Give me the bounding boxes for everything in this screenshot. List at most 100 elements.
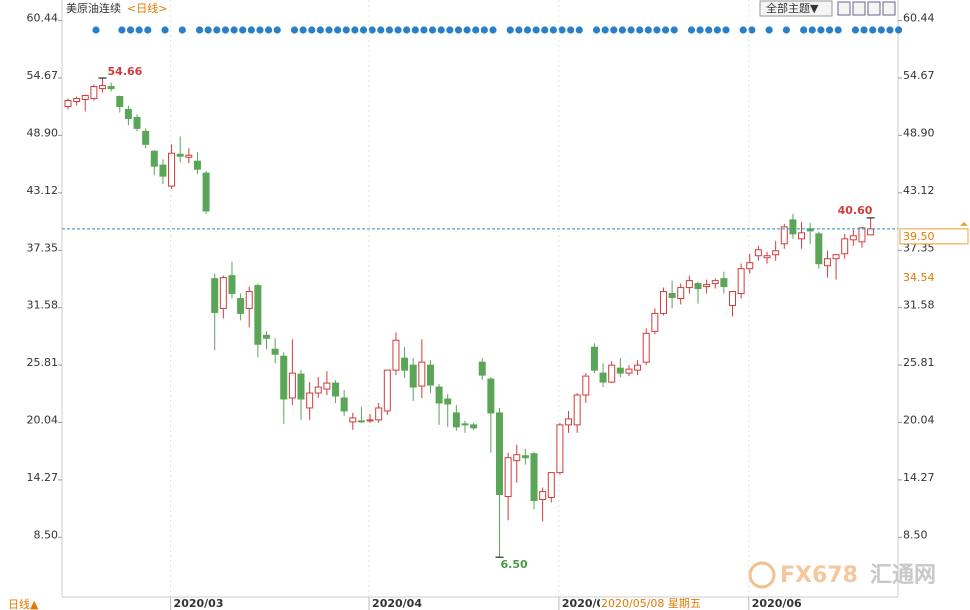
event-dot <box>825 26 834 34</box>
candle-body <box>478 361 486 376</box>
event-dot <box>515 26 523 34</box>
candle-body <box>470 424 478 429</box>
event-dot <box>506 26 514 34</box>
event-dot <box>687 26 696 34</box>
event-dot <box>748 26 756 34</box>
candle-body <box>737 268 745 295</box>
toolbar-button[interactable] <box>759 0 833 17</box>
period-label[interactable]: 日线▲ <box>8 597 39 610</box>
candle-body <box>142 130 150 145</box>
y-tick-label: 20.04 <box>27 413 59 426</box>
x-tick-label: 2020/05 <box>562 597 612 610</box>
candle-body <box>694 283 702 290</box>
candle-body <box>288 372 296 399</box>
event-dot <box>549 26 557 34</box>
event-dot <box>161 26 169 34</box>
event-dot <box>705 26 713 34</box>
toolbar-label[interactable]: 全部主题▼ <box>766 1 819 15</box>
candle-body <box>599 372 607 383</box>
candle-body <box>858 227 866 243</box>
event-dot <box>195 26 204 34</box>
event-dot <box>618 26 627 34</box>
candle-body <box>573 394 581 426</box>
candle-body <box>254 285 262 345</box>
event-dot <box>144 26 152 34</box>
candle-body <box>219 277 227 309</box>
candle-body <box>409 364 417 388</box>
price-arrow <box>960 221 968 226</box>
y-tick-label: 8.50 <box>34 528 59 541</box>
watermark-text: FX678 <box>780 563 858 588</box>
candle-body <box>392 339 400 371</box>
candle-body <box>565 418 573 426</box>
candle-body <box>237 298 245 314</box>
candle-body <box>262 334 270 339</box>
x-tick-label: 2020/04 <box>372 597 422 610</box>
y-tick-label: 60.44 <box>903 12 935 25</box>
candle-body <box>496 412 503 496</box>
candle-body <box>159 164 167 177</box>
x-tick-label: 2020/06 <box>752 597 802 610</box>
event-dot <box>644 26 652 34</box>
event-dot <box>627 26 635 34</box>
event-dot <box>92 26 100 34</box>
last-price-label: 39.50 <box>903 230 935 243</box>
icon-button[interactable] <box>867 1 881 16</box>
candle-body <box>383 369 391 412</box>
annotation-label: 54.66 <box>108 65 143 78</box>
candle-body <box>211 278 219 313</box>
annotation-label: 6.50 <box>501 558 528 571</box>
candle-body <box>504 457 512 498</box>
annotation-label: 40.60 <box>838 204 873 217</box>
chart-subtitle: <日线> <box>127 1 167 15</box>
y-tick-label: 20.04 <box>903 413 935 426</box>
candle-body <box>185 154 193 158</box>
event-dot <box>308 26 316 34</box>
event-dot <box>877 26 885 34</box>
event-dot <box>601 26 609 34</box>
event-dot <box>316 26 324 34</box>
event-dot <box>610 26 618 34</box>
candle-body <box>806 228 814 232</box>
candle-body <box>202 172 210 212</box>
candle-body <box>418 361 426 387</box>
candle-body <box>64 100 72 107</box>
toolbar-icons[interactable] <box>837 1 896 16</box>
event-dot <box>221 26 230 34</box>
candle-body <box>815 233 823 265</box>
candle-body <box>90 86 98 100</box>
event-dot <box>808 26 816 34</box>
event-dot <box>800 26 808 34</box>
candle-body <box>590 346 598 371</box>
candle-body <box>823 258 831 267</box>
event-dot <box>592 26 601 34</box>
candle-body <box>659 291 667 314</box>
icon-button[interactable] <box>852 1 866 16</box>
event-dot <box>696 26 704 34</box>
candle-body <box>729 291 737 306</box>
event-dot <box>359 26 368 34</box>
candle-body <box>642 332 650 363</box>
event-dot <box>541 26 549 34</box>
event-dot <box>299 26 307 34</box>
icon-button[interactable] <box>837 1 851 16</box>
candle-body <box>849 235 857 241</box>
candle-body <box>789 219 797 235</box>
event-dot <box>213 26 221 34</box>
event-dot <box>851 26 860 34</box>
cursor-date: 2020/05/08 星期五 <box>601 597 701 610</box>
candle-body <box>556 424 564 474</box>
candle-body <box>245 291 253 309</box>
candle-body <box>530 453 538 501</box>
event-dot <box>523 26 532 34</box>
y-tick-label: 60.44 <box>27 12 59 25</box>
event-dot <box>178 26 186 34</box>
icon-button[interactable] <box>882 1 896 16</box>
event-dot <box>817 26 825 34</box>
event-dot <box>869 26 877 34</box>
y-tick-label: 54.67 <box>903 69 935 82</box>
candle-body <box>754 249 762 257</box>
period-button[interactable] <box>0 598 56 610</box>
